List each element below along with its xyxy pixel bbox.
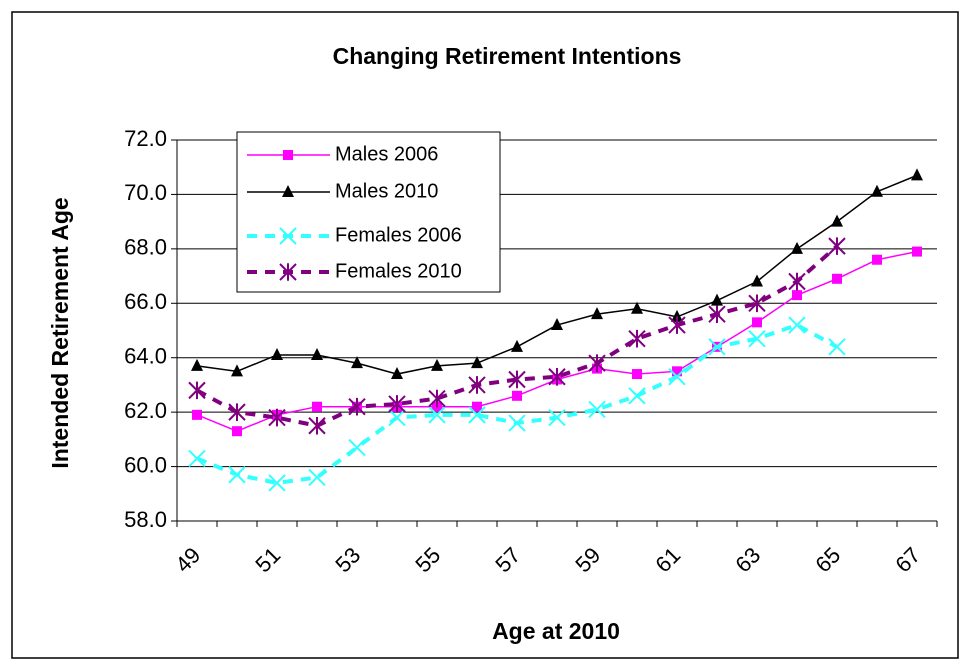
chart-title: Changing Retirement Intentions — [333, 43, 682, 69]
data-point — [308, 468, 326, 487]
data-point — [428, 406, 446, 424]
data-point — [751, 274, 763, 287]
data-point — [671, 309, 683, 322]
data-point — [228, 466, 246, 484]
data-point — [511, 339, 523, 352]
data-point — [828, 338, 846, 356]
data-point — [468, 376, 486, 394]
data-point — [912, 246, 922, 257]
data-point — [268, 408, 286, 427]
data-point — [672, 366, 682, 377]
legend-marker — [283, 150, 293, 160]
data-point — [791, 241, 803, 254]
data-point — [832, 273, 842, 284]
data-point — [588, 400, 606, 419]
chart-frame — [11, 11, 959, 659]
data-point — [268, 474, 286, 492]
data-point — [508, 414, 526, 432]
data-point — [431, 358, 443, 371]
data-point — [311, 347, 323, 360]
y-tick-label: 64.0 — [124, 344, 167, 369]
data-point — [388, 408, 406, 427]
data-point — [792, 290, 802, 301]
data-point — [631, 301, 643, 314]
data-point — [708, 338, 726, 356]
data-point — [271, 347, 283, 360]
data-point — [788, 316, 806, 334]
data-point — [628, 329, 646, 348]
legend-label: Males 2010 — [335, 180, 438, 202]
data-point — [591, 307, 603, 320]
y-tick-label: 72.0 — [124, 126, 167, 151]
data-point — [188, 381, 206, 400]
data-point — [632, 369, 642, 380]
data-point — [228, 403, 246, 421]
series-line — [196, 244, 839, 428]
data-point — [388, 395, 406, 413]
data-point — [192, 409, 202, 420]
data-point — [711, 293, 723, 306]
legend-marker — [279, 263, 297, 281]
y-tick-label: 58.0 — [124, 507, 167, 532]
data-point — [351, 356, 363, 369]
data-point — [471, 356, 483, 369]
data-point — [348, 438, 366, 457]
y-axis-label: Intended Retirement Age — [47, 197, 73, 468]
data-point — [748, 329, 766, 348]
data-point — [831, 214, 843, 227]
data-point — [588, 354, 606, 372]
y-tick-label: 60.0 — [124, 452, 167, 477]
data-point — [548, 367, 566, 386]
data-point — [872, 254, 882, 265]
data-point — [308, 416, 326, 435]
data-point — [668, 368, 686, 386]
data-point — [911, 168, 923, 181]
data-point — [232, 426, 242, 437]
legend-label: Females 2006 — [335, 224, 462, 246]
data-point — [551, 318, 563, 331]
legend-label: Females 2010 — [335, 260, 462, 282]
data-point — [348, 397, 366, 416]
data-point — [871, 184, 883, 197]
data-point — [188, 449, 206, 468]
data-point — [512, 390, 522, 401]
data-point — [748, 294, 766, 313]
data-point — [828, 237, 846, 255]
legend-marker — [279, 227, 297, 245]
y-tick-label: 62.0 — [124, 398, 167, 423]
x-axis-label: Age at 2010 — [492, 618, 620, 644]
data-point — [191, 358, 203, 371]
data-point — [428, 389, 446, 408]
data-point — [468, 406, 486, 424]
data-point — [708, 305, 726, 323]
data-point — [508, 370, 526, 389]
data-point — [391, 367, 403, 380]
data-point — [628, 387, 646, 405]
y-tick-label: 70.0 — [124, 180, 167, 205]
legend-marker — [282, 185, 294, 197]
data-point — [312, 401, 322, 412]
data-point — [788, 272, 806, 291]
data-point — [668, 316, 686, 334]
data-point — [472, 401, 482, 412]
legend-label: Males 2006 — [335, 143, 438, 165]
data-point — [752, 317, 762, 328]
y-tick-label: 66.0 — [124, 289, 167, 314]
data-point — [231, 364, 243, 377]
y-tick-label: 68.0 — [124, 235, 167, 260]
data-point — [548, 408, 566, 427]
